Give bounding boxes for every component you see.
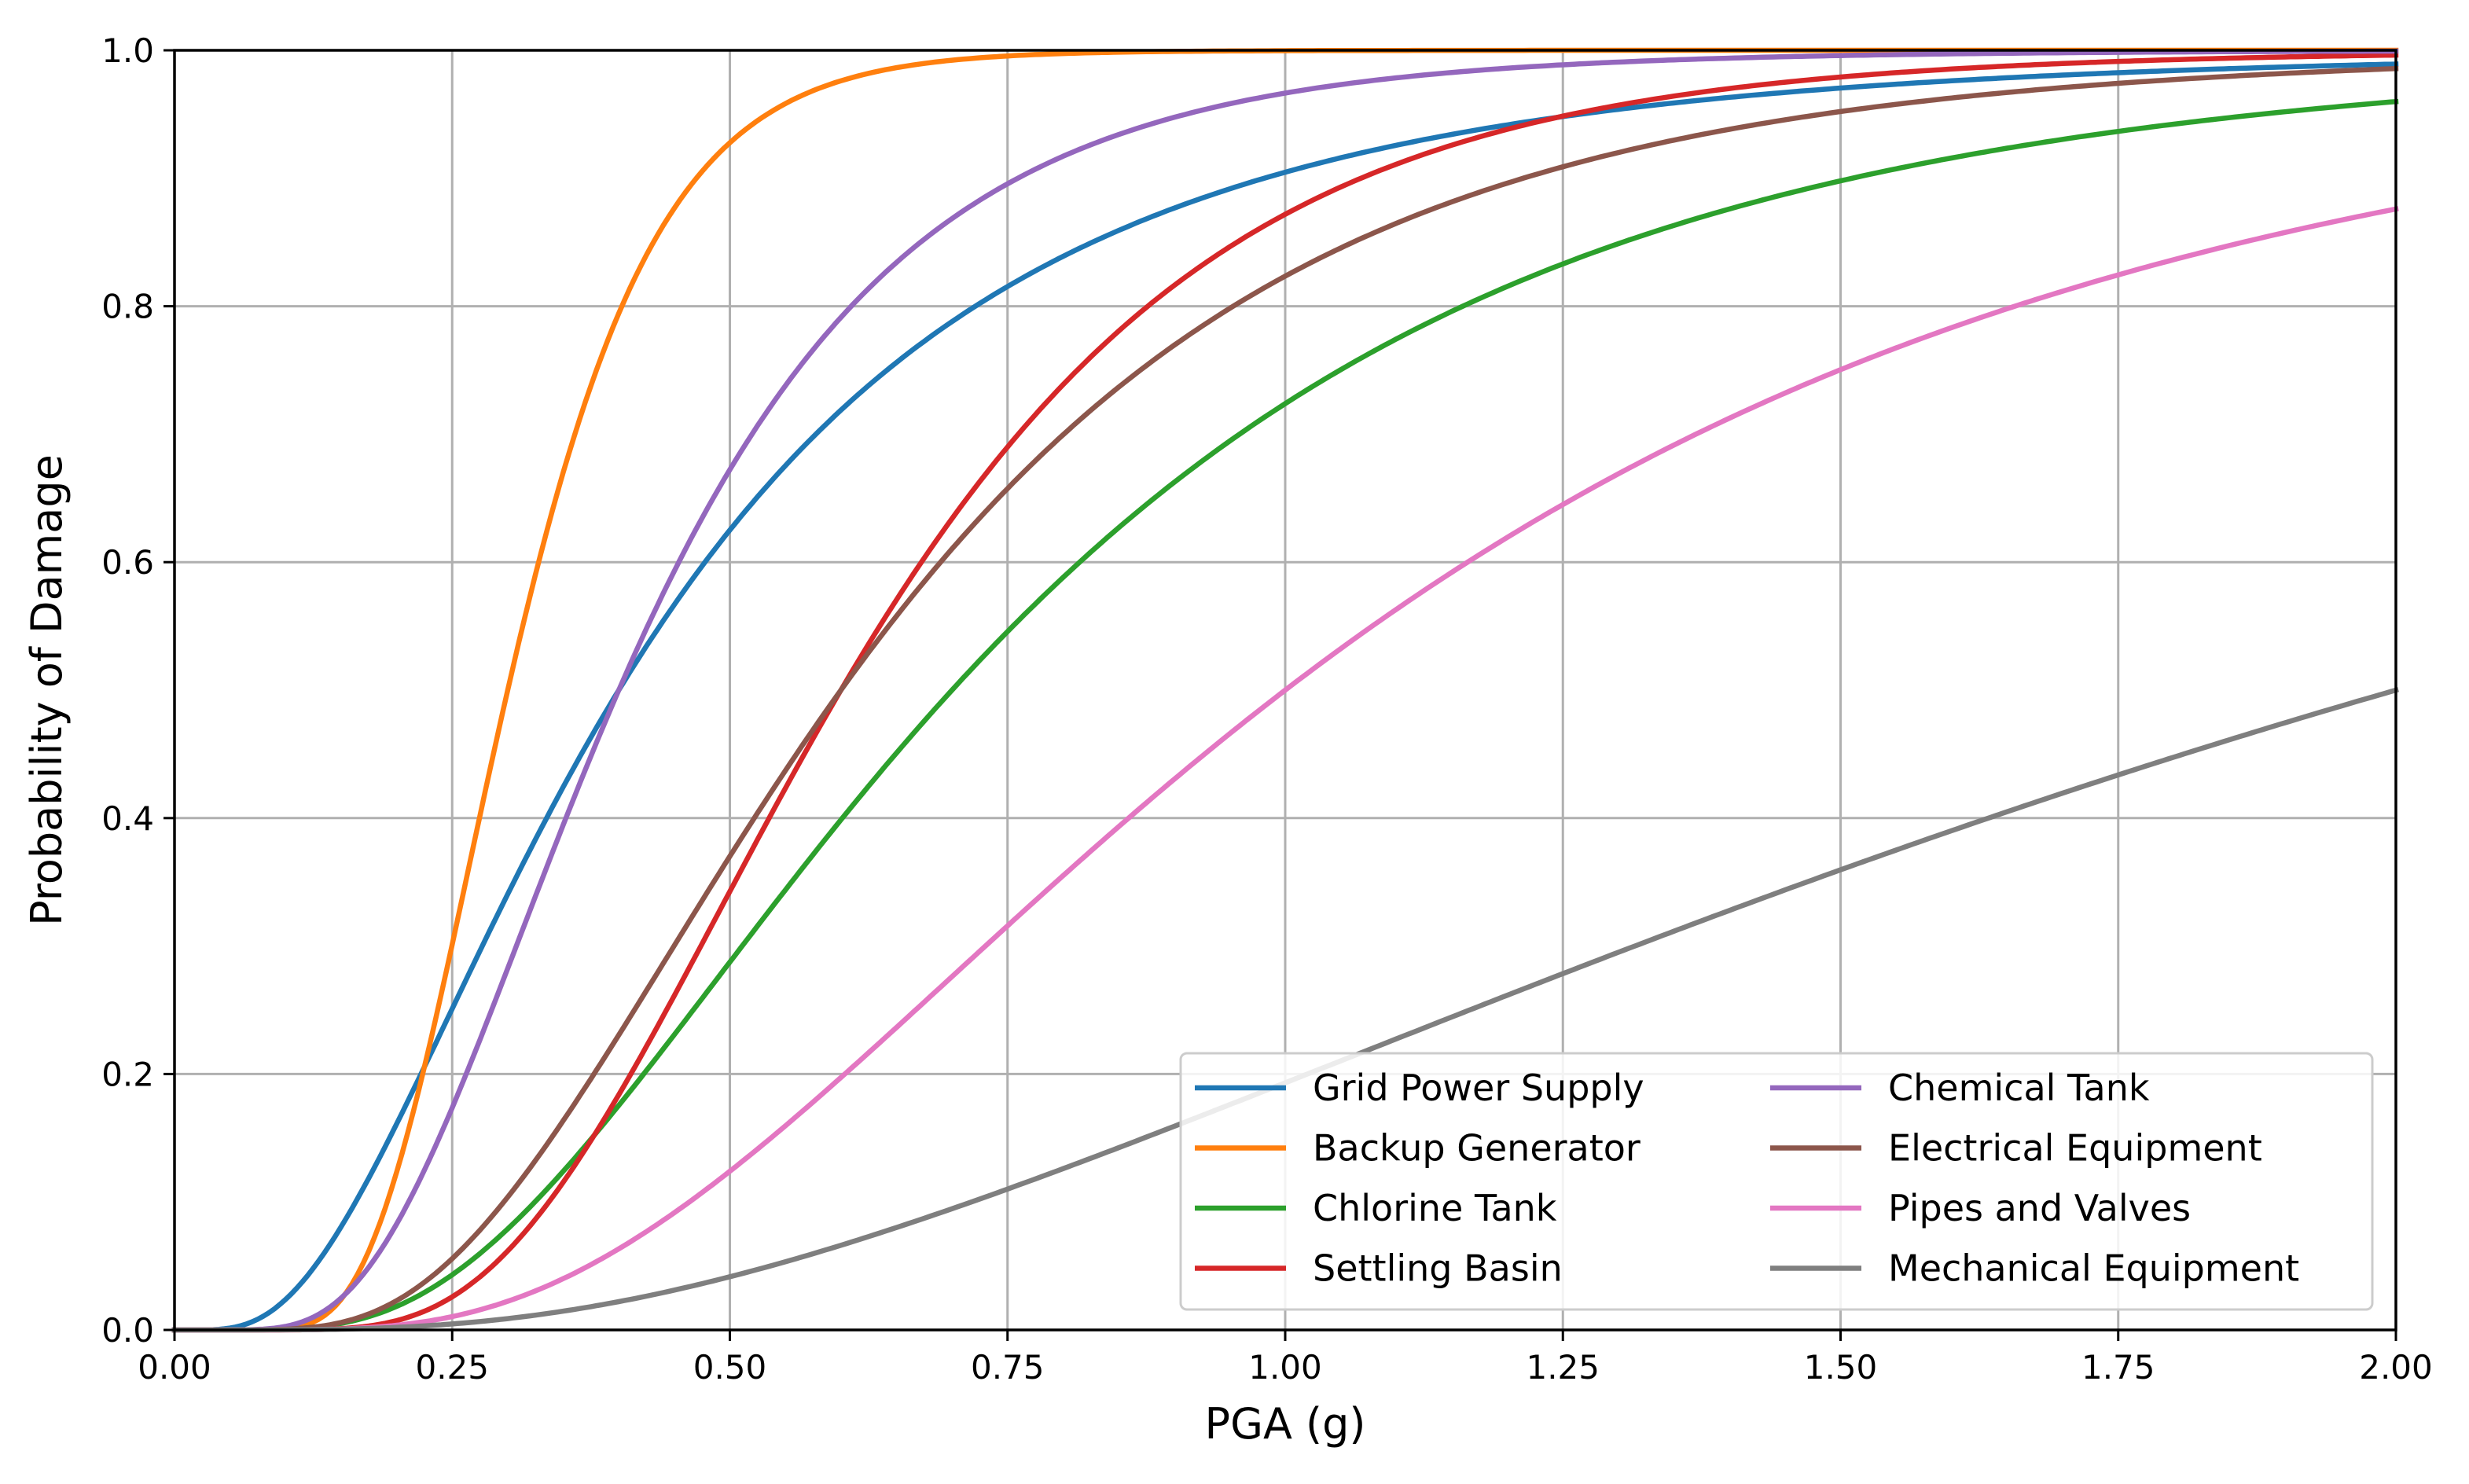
x-tick-label-6: 1.50	[1804, 1348, 1878, 1387]
y-tick-label-4: 0.8	[101, 288, 154, 326]
x-tick-label-0: 0.00	[138, 1348, 211, 1387]
x-tick-label-5: 1.25	[1526, 1348, 1600, 1387]
legend-label-chlorine-tank: Chlorine Tank	[1313, 1187, 1557, 1229]
x-tick-label-2: 0.50	[693, 1348, 767, 1387]
series-line-settling-basin	[171, 52, 2399, 1333]
legend-label-mechanical-equipment: Mechanical Equipment	[1888, 1247, 2299, 1290]
series-line-grid-power-supply	[171, 61, 2399, 1333]
legend-label-pipes-and-valves: Pipes and Valves	[1888, 1187, 2191, 1229]
x-tick-label-7: 1.75	[2081, 1348, 2155, 1387]
series-line-electrical-equipment	[171, 65, 2399, 1333]
y-tick-label-0: 0.0	[101, 1311, 154, 1350]
legend-label-backup-generator: Backup Generator	[1313, 1127, 1640, 1170]
y-axis-label: Probability of Damage	[22, 454, 72, 926]
x-tick-label-4: 1.00	[1248, 1348, 1322, 1387]
x-tick-label-8: 2.00	[2359, 1348, 2433, 1387]
series-lines	[171, 47, 2400, 1333]
series-line-chemical-tank	[171, 48, 2399, 1333]
legend-label-settling-basin: Settling Basin	[1313, 1247, 1563, 1290]
series-line-chlorine-tank	[171, 98, 2399, 1333]
legend: Grid Power Supply Backup Generator Chlorin…	[1179, 1052, 2374, 1311]
y-tick-label-1: 0.2	[101, 1055, 154, 1093]
y-tick-label-2: 0.4	[101, 799, 154, 838]
legend-label-grid-power-supply: Grid Power Supply	[1313, 1067, 1644, 1109]
legend-label-chemical-tank: Chemical Tank	[1888, 1067, 2150, 1109]
x-axis-label: PGA (g)	[1205, 1399, 1366, 1449]
y-tick-label-5: 1.0	[101, 31, 154, 70]
series-line-pipes-and-valves	[171, 206, 2399, 1333]
legend-label-electrical-equipment: Electrical Equipment	[1888, 1127, 2262, 1170]
x-tick-label-3: 0.75	[971, 1348, 1045, 1387]
y-tick-label-3: 0.6	[101, 543, 154, 582]
legend-box	[1179, 1052, 2374, 1311]
ticks: 0.00 0.25 0.50 0.75 1.00 1.25 1.50 1.75 2.00 0.0 0…	[101, 31, 2433, 1387]
x-tick-label-1: 0.25	[415, 1348, 489, 1387]
